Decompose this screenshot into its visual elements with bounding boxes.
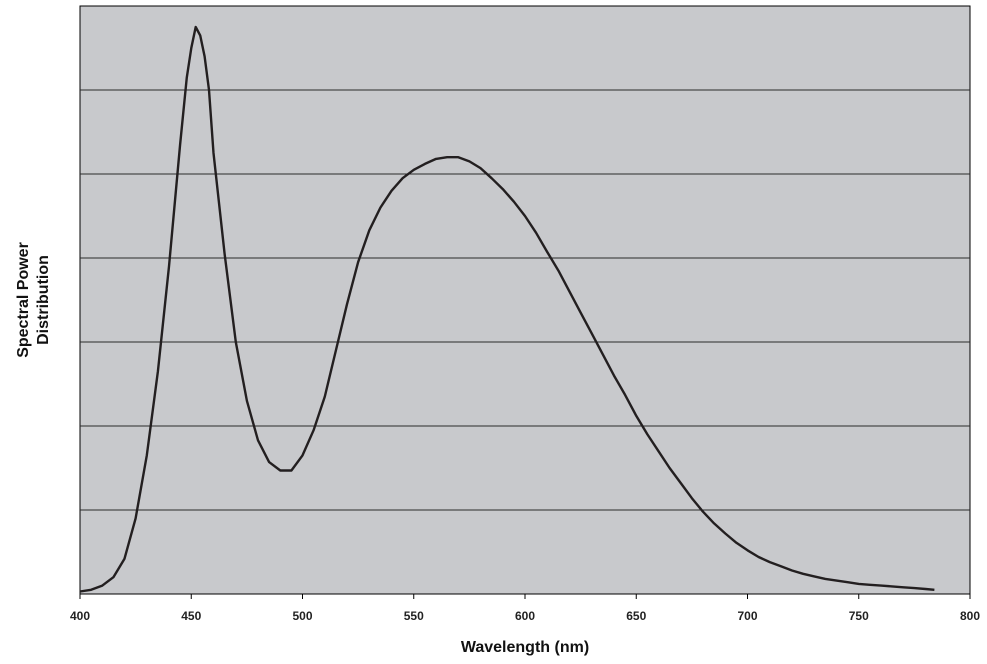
y-axis-title-line2: Distribution	[35, 255, 52, 345]
series-layer	[79, 25, 935, 593]
series-line-0	[79, 25, 935, 593]
plot-area	[79, 5, 971, 595]
x-tick-label: 500	[292, 609, 312, 623]
y-axis-title-group: Spectral Power Distribution	[15, 242, 52, 358]
x-tick-label: 800	[960, 609, 980, 623]
x-tick-label: 750	[849, 609, 869, 623]
x-tick-label: 600	[515, 609, 535, 623]
y-axis-title-line1: Spectral Power	[15, 242, 32, 358]
x-tick-label: 450	[181, 609, 201, 623]
gridlines	[80, 89, 970, 511]
x-axis-title: Wavelength (nm)	[461, 639, 589, 656]
x-tick-label: 650	[626, 609, 646, 623]
x-tick-label: 400	[70, 609, 90, 623]
x-tick-label: 700	[737, 609, 757, 623]
x-axis-ticks: 400 450 500 550 600 650 700 750 800	[70, 594, 980, 623]
x-tick-label: 550	[404, 609, 424, 623]
